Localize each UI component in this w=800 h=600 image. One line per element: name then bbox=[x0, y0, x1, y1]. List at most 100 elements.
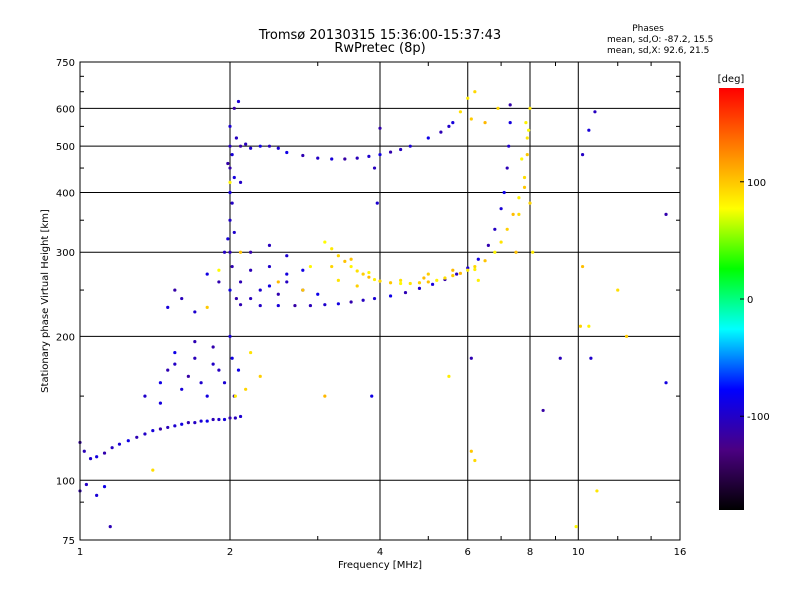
data-point bbox=[426, 280, 430, 284]
data-point bbox=[336, 278, 340, 282]
data-point bbox=[301, 288, 305, 292]
data-point bbox=[343, 259, 347, 264]
data-point bbox=[574, 525, 578, 529]
data-point bbox=[205, 419, 209, 423]
data-point bbox=[276, 280, 280, 284]
data-point bbox=[330, 247, 334, 251]
data-point bbox=[466, 96, 470, 100]
data-point bbox=[108, 525, 112, 529]
data-point bbox=[476, 278, 480, 282]
data-point bbox=[399, 278, 403, 282]
data-point bbox=[199, 381, 203, 385]
data-point bbox=[234, 136, 238, 140]
data-point bbox=[186, 421, 190, 425]
data-point bbox=[451, 274, 455, 278]
data-point bbox=[426, 272, 430, 276]
data-point bbox=[180, 296, 184, 301]
data-point bbox=[205, 305, 209, 309]
data-point bbox=[388, 281, 393, 285]
data-point bbox=[522, 185, 527, 189]
data-point bbox=[102, 451, 107, 455]
data-point bbox=[228, 218, 232, 222]
data-point bbox=[308, 303, 313, 308]
y-tick-label: 400 bbox=[56, 188, 75, 199]
data-point bbox=[143, 432, 147, 436]
y-tick-label: 75 bbox=[62, 536, 75, 547]
data-point bbox=[323, 240, 327, 244]
data-point bbox=[589, 356, 593, 360]
data-point bbox=[233, 394, 237, 398]
data-point bbox=[211, 345, 215, 349]
data-point bbox=[473, 458, 477, 463]
y-tick-label: 300 bbox=[56, 248, 75, 259]
data-point bbox=[469, 117, 473, 121]
data-point bbox=[249, 146, 253, 150]
data-point bbox=[388, 150, 393, 154]
y-tick-label: 750 bbox=[56, 58, 75, 69]
data-point bbox=[372, 277, 377, 282]
data-point bbox=[558, 356, 562, 360]
data-point bbox=[355, 284, 359, 288]
data-point bbox=[173, 424, 177, 428]
data-point bbox=[388, 294, 393, 298]
x-tick-label: 4 bbox=[377, 547, 383, 558]
data-point bbox=[370, 394, 374, 398]
data-point bbox=[236, 368, 241, 372]
data-point bbox=[249, 296, 253, 301]
data-point bbox=[403, 290, 408, 295]
data-point bbox=[285, 150, 289, 155]
data-point bbox=[336, 254, 340, 258]
data-point bbox=[230, 201, 234, 205]
data-point bbox=[249, 250, 253, 254]
data-points bbox=[78, 90, 668, 529]
data-point bbox=[293, 303, 297, 308]
data-point bbox=[276, 292, 280, 296]
data-point bbox=[664, 212, 668, 216]
data-point bbox=[458, 110, 463, 114]
data-point bbox=[508, 103, 512, 107]
data-point bbox=[211, 362, 215, 366]
data-point bbox=[517, 196, 521, 200]
data-point bbox=[367, 270, 371, 275]
data-point bbox=[173, 362, 177, 366]
data-point bbox=[451, 121, 455, 125]
data-point bbox=[158, 401, 163, 405]
data-point bbox=[228, 144, 232, 148]
data-point bbox=[476, 257, 480, 261]
data-point bbox=[399, 147, 403, 152]
data-point bbox=[232, 230, 236, 235]
data-point bbox=[228, 250, 232, 254]
data-point bbox=[447, 374, 451, 378]
data-point bbox=[455, 272, 459, 276]
colorbar-ticks: 100 0 -100 bbox=[740, 178, 770, 423]
data-point bbox=[230, 356, 234, 360]
data-point bbox=[522, 175, 527, 180]
x-tick-label: 6 bbox=[465, 547, 471, 558]
data-point bbox=[528, 201, 532, 205]
data-point bbox=[466, 268, 470, 272]
data-point bbox=[514, 250, 518, 254]
data-point bbox=[511, 212, 515, 216]
data-point bbox=[349, 264, 353, 269]
data-point bbox=[228, 166, 232, 170]
data-point bbox=[158, 381, 163, 385]
data-point bbox=[267, 284, 272, 288]
data-point bbox=[151, 468, 155, 472]
chart-title: Tromsø 20130315 15:36:00-15:37:43 bbox=[258, 28, 501, 43]
data-point bbox=[232, 106, 236, 110]
data-point bbox=[117, 442, 122, 446]
data-point bbox=[308, 264, 313, 269]
data-point bbox=[238, 144, 243, 148]
data-point bbox=[493, 250, 497, 254]
data-point bbox=[151, 429, 155, 433]
grid-lines bbox=[80, 62, 680, 540]
data-point bbox=[180, 387, 184, 391]
data-point bbox=[276, 146, 280, 150]
data-point bbox=[378, 126, 382, 130]
data-point bbox=[82, 449, 86, 453]
x-tick-label: 1 bbox=[77, 547, 83, 558]
data-point bbox=[193, 340, 197, 344]
plot-frame bbox=[79, 61, 681, 541]
data-point bbox=[417, 281, 422, 285]
